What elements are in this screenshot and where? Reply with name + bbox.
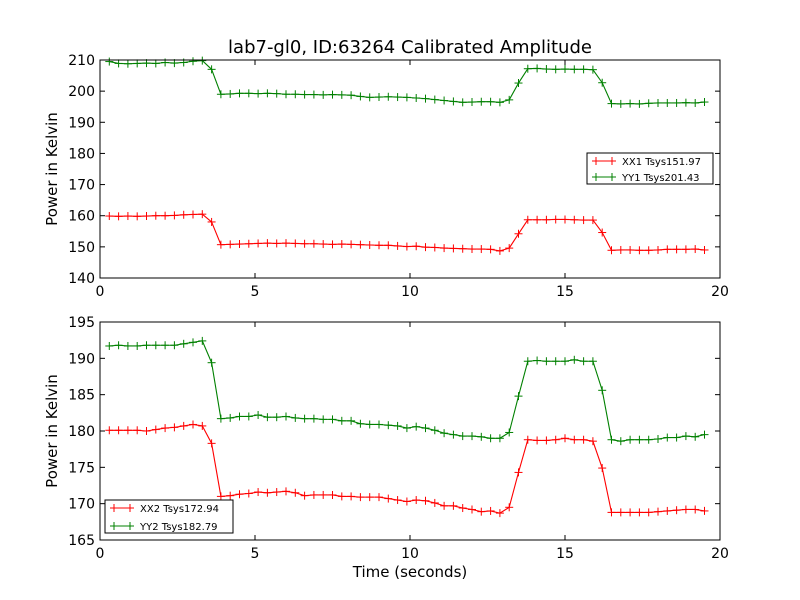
y-tick-label: 160 [68,209,95,225]
y-axis-label: Power in Kelvin [43,112,61,226]
legend-label: YY2 Tsys182.79 [139,522,218,533]
legend-entry-1: XX2 Tsys172.94 [110,504,219,515]
legend-box [586,152,714,185]
legend-entry-1: XX1 Tsys151.97 [592,157,701,168]
x-tick-label: 0 [96,546,105,562]
y-tick-label: 150 [68,240,95,256]
y-tick-label: 190 [68,115,95,131]
y-tick-label: 180 [68,146,95,162]
x-tick-label: 0 [96,284,105,300]
series-1-group [105,420,709,518]
legend: XX1 Tsys151.97 YY1 Tsys201.43 [586,152,714,185]
legend-entry-2: YY1 Tsys201.43 [592,173,700,184]
y-tick-label: 140 [68,271,95,287]
x-axis-label: Time (seconds) [352,563,468,581]
y-tick-label: 175 [68,460,95,476]
y-tick-label: 165 [68,533,95,549]
legend-label: YY1 Tsys201.43 [621,173,700,184]
series-1-group [105,210,709,255]
legend-box [104,499,234,534]
x-tick-label: 15 [556,546,574,562]
y-tick-label: 180 [68,424,95,440]
y-axis-label: Power in Kelvin [43,374,61,488]
y-tick-label: 200 [68,84,95,100]
legend-entry-2: YY2 Tsys182.79 [110,522,218,533]
y-tick-label: 185 [68,388,95,404]
x-tick-label: 10 [401,284,419,300]
x-tick-label: 5 [251,546,260,562]
chart-panel-1: 0 5 10 15 20 140 150 160 170 180 190 200 210 Power in… [43,53,729,300]
y-tick-label: 170 [68,497,95,513]
x-tick-label: 20 [711,546,729,562]
legend-label: XX2 Tsys172.94 [140,504,219,515]
y-tick-label: 170 [68,178,95,194]
x-tick-label: 20 [711,284,729,300]
y-tick-label: 195 [68,315,95,331]
legend-label: XX1 Tsys151.97 [622,157,701,168]
legend: XX2 Tsys172.94 YY2 Tsys182.79 [104,499,234,534]
chart-panel-2: 0 5 10 15 20 165 170 175 180 185 190 195 Power in Ke… [43,315,729,581]
figure-title: lab7-gl0, ID:63264 Calibrated Amplitude [228,37,592,58]
x-tick-label: 5 [251,284,260,300]
series-2-group [105,56,709,108]
y-tick-label: 190 [68,351,95,367]
y-tick-label: 210 [68,53,95,69]
x-tick-label: 10 [401,546,419,562]
series-2-group [105,336,709,446]
x-tick-label: 15 [556,284,574,300]
